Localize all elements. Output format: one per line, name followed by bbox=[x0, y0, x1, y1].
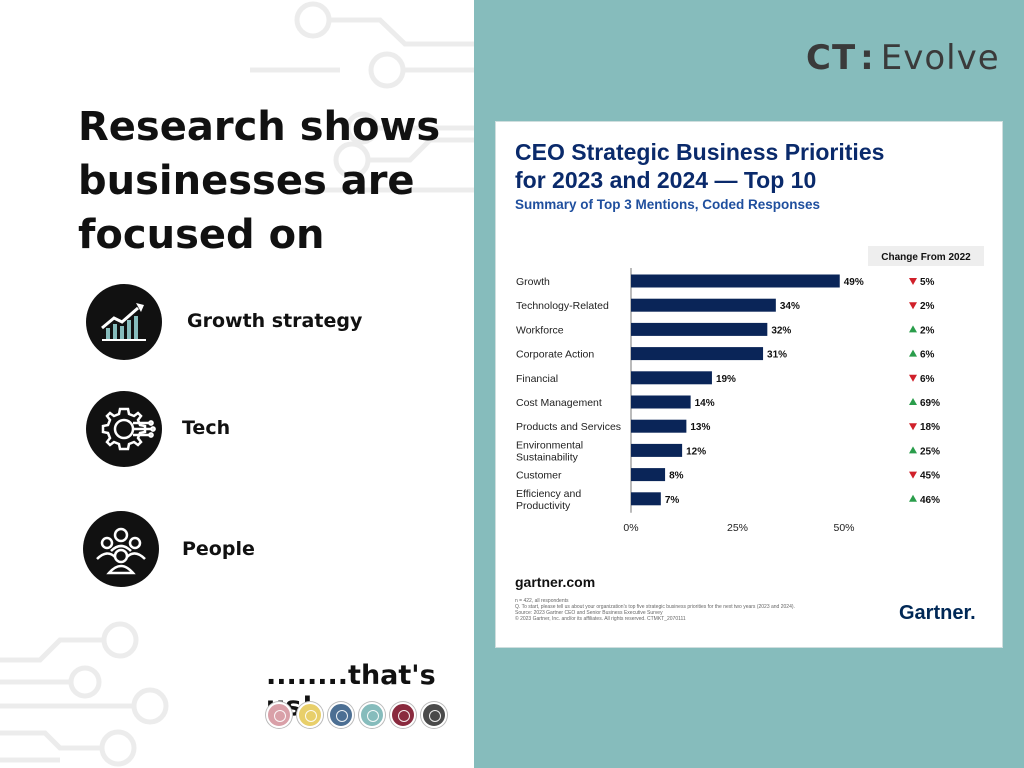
value-label: 13% bbox=[690, 422, 710, 433]
chart-subtitle: Summary of Top 3 Mentions, Coded Respons… bbox=[515, 197, 821, 212]
gartner-logo: Gartner. bbox=[899, 602, 976, 624]
category-label: Financial bbox=[516, 373, 558, 385]
category-label: Customer bbox=[516, 470, 562, 482]
people-group-icon bbox=[83, 511, 159, 587]
headline-line-1: Research shows bbox=[78, 104, 441, 150]
category-label: Efficiency and bbox=[516, 488, 581, 500]
service-dots bbox=[266, 702, 447, 728]
change-label: 6% bbox=[920, 350, 935, 361]
bar-chart: Change From 2022 Growth 49% 5% Technology-Re… bbox=[516, 246, 984, 534]
down-arrow-icon bbox=[909, 278, 917, 285]
change-label: 45% bbox=[920, 471, 940, 482]
chart-note: Q. To start, please tell us about your o… bbox=[515, 604, 795, 610]
x-tick-label: 50% bbox=[833, 522, 854, 534]
category-label: Technology-Related bbox=[516, 300, 609, 312]
x-tick-label: 0% bbox=[623, 522, 638, 534]
chart-notes: n = 422, all respondents Q. To start, pl… bbox=[515, 598, 875, 622]
value-label: 34% bbox=[780, 301, 800, 312]
headline-line-2: businesses are bbox=[78, 158, 415, 204]
category-label: Environmental bbox=[516, 439, 583, 451]
service-dot-icon[interactable] bbox=[328, 702, 354, 728]
change-label: 5% bbox=[920, 277, 935, 288]
service-dot-icon[interactable] bbox=[390, 702, 416, 728]
up-arrow-icon bbox=[909, 398, 917, 405]
change-label: 2% bbox=[920, 325, 935, 336]
up-arrow-icon bbox=[909, 325, 917, 333]
bar bbox=[631, 298, 776, 312]
value-label: 49% bbox=[844, 277, 864, 288]
brand-evolve: Evolve bbox=[880, 38, 1000, 78]
left-panel: Research shows businesses are focused on… bbox=[0, 0, 474, 768]
growth-chart-icon bbox=[86, 284, 162, 360]
bar bbox=[631, 419, 687, 433]
circuit-decoration bbox=[0, 1, 474, 767]
bar bbox=[631, 492, 661, 506]
category-label: Products and Services bbox=[516, 421, 621, 433]
value-label: 12% bbox=[686, 446, 706, 457]
down-arrow-icon bbox=[909, 423, 917, 431]
change-label: 2% bbox=[920, 301, 935, 312]
bar bbox=[631, 322, 768, 336]
chart-title-line-2: for 2023 and 2024 — Top 10 bbox=[515, 167, 817, 193]
service-dot-icon[interactable] bbox=[421, 702, 447, 728]
feature-label-growth: Growth strategy bbox=[187, 310, 363, 332]
service-dot-icon[interactable] bbox=[359, 702, 385, 728]
bar bbox=[631, 395, 691, 409]
value-label: 8% bbox=[669, 471, 684, 482]
change-header-bg bbox=[868, 246, 984, 266]
gear-circuit-icon bbox=[86, 391, 162, 467]
bar bbox=[631, 347, 764, 361]
bar bbox=[631, 468, 666, 482]
change-label: 46% bbox=[920, 495, 940, 506]
down-arrow-icon bbox=[909, 471, 917, 479]
headline: Research shows businesses are focused on bbox=[78, 100, 458, 262]
brand-colon: : bbox=[860, 38, 875, 78]
x-tick-label: 25% bbox=[727, 522, 748, 534]
chart-source: gartner.com bbox=[515, 574, 596, 590]
chart-note: © 2023 Gartner, Inc. and/or its affiliat… bbox=[515, 616, 686, 622]
category-label: Workforce bbox=[516, 324, 564, 336]
change-label: 18% bbox=[920, 422, 940, 433]
chart-title-line-1: CEO Strategic Business Priorities bbox=[515, 139, 885, 165]
change-header: Change From 2022 bbox=[881, 252, 971, 263]
chart-title: CEO Strategic Business Priorities for 20… bbox=[515, 138, 985, 194]
headline-line-3: focused on bbox=[78, 212, 325, 258]
category-label: Corporate Action bbox=[516, 349, 594, 361]
chart-note: n = 422, all respondents bbox=[515, 598, 569, 604]
brand-logo: CT: Evolve bbox=[806, 38, 1000, 78]
value-label: 14% bbox=[695, 398, 715, 409]
chart-card: CEO Strategic Business Priorities for 20… bbox=[495, 121, 1003, 648]
value-label: 32% bbox=[771, 325, 791, 336]
up-arrow-icon bbox=[909, 446, 917, 454]
category-label: Productivity bbox=[516, 500, 571, 512]
value-label: 31% bbox=[767, 350, 787, 361]
down-arrow-icon bbox=[909, 374, 917, 382]
up-arrow-icon bbox=[909, 494, 917, 502]
bar bbox=[631, 274, 840, 288]
service-dot-icon[interactable] bbox=[297, 702, 323, 728]
category-label: Growth bbox=[516, 276, 550, 288]
brand-ct: CT bbox=[806, 38, 857, 78]
service-dot-icon[interactable] bbox=[266, 702, 292, 728]
change-label: 25% bbox=[920, 446, 940, 457]
category-label: Sustainability bbox=[516, 451, 579, 463]
value-label: 19% bbox=[716, 374, 736, 385]
feature-label-tech: Tech bbox=[182, 417, 231, 439]
bar bbox=[631, 371, 712, 385]
change-label: 6% bbox=[920, 374, 935, 385]
feature-label-people: People bbox=[182, 538, 255, 560]
category-label: Cost Management bbox=[516, 397, 602, 409]
bar bbox=[631, 443, 683, 457]
change-label: 69% bbox=[920, 398, 940, 409]
down-arrow-icon bbox=[909, 302, 917, 310]
up-arrow-icon bbox=[909, 349, 917, 357]
value-label: 7% bbox=[665, 495, 680, 506]
chart-note: Source: 2023 Gartner CEO and Senior Busi… bbox=[515, 610, 663, 616]
